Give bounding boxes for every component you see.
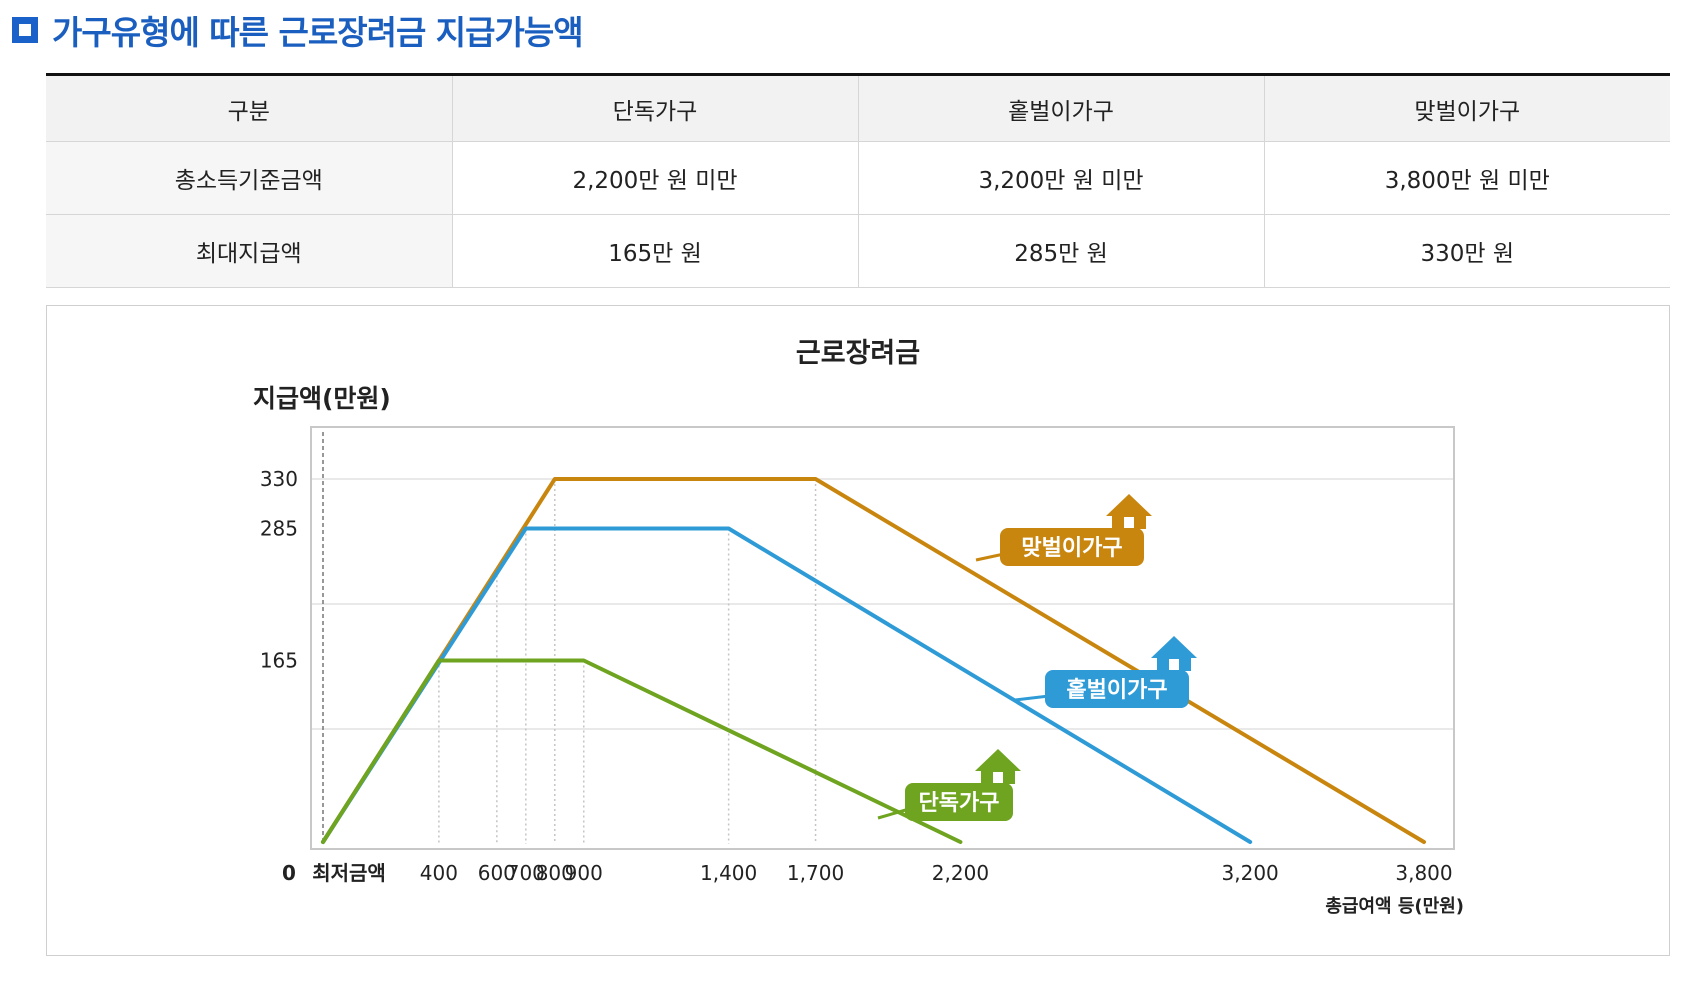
x-tick-label: 900 xyxy=(565,861,603,885)
table-header-cell: 구분 xyxy=(46,73,452,142)
table-header-cell: 단독가구 xyxy=(451,73,858,142)
callout-badge xyxy=(1045,670,1189,708)
series-name-label: 단독가구 xyxy=(919,791,1000,816)
table-header-cell: 맞벌이가구 xyxy=(1263,73,1670,142)
callout-pointer xyxy=(877,807,910,820)
house-icon xyxy=(1151,636,1197,671)
x-tick-label: 3,800 xyxy=(1395,861,1452,885)
callout-badge xyxy=(905,783,1013,821)
series-name-label: 맞벌이가구 xyxy=(1021,536,1122,561)
house-icon xyxy=(1106,494,1152,529)
row-label: 총소득기준금액 xyxy=(46,141,452,215)
y-tick-labels: 165 285 330 xyxy=(260,467,298,673)
benefit-table: 구분 단독가구 홑벌이가구 맞벌이가구 총소득기준금액 2,200만 원 미만 … xyxy=(46,73,1670,288)
x-tick-label: 700 xyxy=(507,861,545,885)
series-callout: 맞벌이가구 xyxy=(975,494,1152,566)
table-cell: 3,200만 원 미만 xyxy=(857,141,1264,215)
row-label: 최대지급액 xyxy=(46,214,452,288)
section-title: 가구유형에 따른 근로장려금 지급가능액 xyxy=(52,13,584,52)
x-tick-label: 3,200 xyxy=(1222,861,1279,885)
table-header-row: 구분 단독가구 홑벌이가구 맞벌이가구 xyxy=(46,73,1670,142)
grid-lines xyxy=(312,432,1453,844)
x-tick-label: 600 xyxy=(478,861,516,885)
table-row: 최대지급액 165만 원 285만 원 330만 원 xyxy=(46,214,1670,288)
x-tick-label: 1,700 xyxy=(787,861,844,885)
y-tick-label: 165 xyxy=(260,649,298,673)
table-row: 총소득기준금액 2,200만 원 미만 3,200만 원 미만 3,800만 원… xyxy=(46,141,1670,215)
y-tick-label: 285 xyxy=(260,517,298,541)
x-tick-label: 400 xyxy=(420,861,458,885)
table-cell: 285만 원 xyxy=(857,214,1264,288)
series-name-label: 홑벌이가구 xyxy=(1066,677,1167,703)
series-line xyxy=(321,658,963,844)
x-tick-label: 800 xyxy=(536,861,574,885)
table-cell: 3,800만 원 미만 xyxy=(1263,141,1670,215)
x-tick-label: 1,400 xyxy=(700,861,757,885)
x-axis-label: 총급여액 등(만원) xyxy=(1325,896,1464,917)
chart-title: 근로장려금 xyxy=(796,338,920,369)
table-cell: 330만 원 xyxy=(1263,214,1670,288)
table-cell: 165만 원 xyxy=(451,214,858,288)
x-min-label: 최저금액 xyxy=(312,861,386,885)
y-axis-label: 지급액(만원) xyxy=(253,384,391,413)
table-cell: 2,200만 원 미만 xyxy=(451,141,858,215)
table-header-cell: 홑벌이가구 xyxy=(857,73,1264,142)
callout-badge xyxy=(1000,528,1144,566)
plot-area xyxy=(310,426,1455,850)
callout-pointer xyxy=(975,552,1005,562)
series-callout: 단독가구 xyxy=(877,749,1021,821)
house-icon xyxy=(975,749,1021,784)
square-bullet-icon xyxy=(12,17,38,43)
chart-container xyxy=(46,305,1670,956)
series-lines xyxy=(321,477,1426,844)
section-heading: 가구유형에 따른 근로장려금 지급가능액 xyxy=(12,8,584,52)
callout-pointer xyxy=(1014,694,1050,702)
y-tick-label: 330 xyxy=(260,467,298,491)
x-tick-label: 2,200 xyxy=(932,861,989,885)
series-callout: 홑벌이가구 xyxy=(1014,636,1197,708)
x-origin-label: 0 xyxy=(282,861,296,885)
